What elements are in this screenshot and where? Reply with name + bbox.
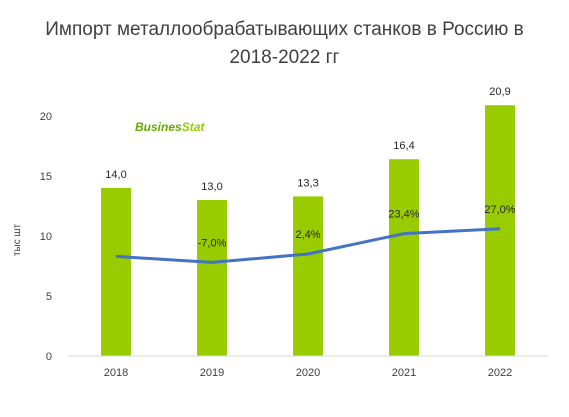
bar-value-label: 14,0	[105, 169, 126, 181]
y-axis-label: тыс шт	[12, 224, 23, 257]
growth-rate-label: 27,0%	[484, 204, 515, 216]
y-tick-label: 15	[40, 171, 52, 183]
bars	[101, 105, 515, 356]
y-tick-label: 5	[46, 291, 52, 303]
x-tick-label: 2019	[200, 367, 224, 379]
y-tick-label: 10	[40, 231, 52, 243]
bar-value-label: 13,3	[297, 177, 318, 189]
svg-text:BusinesStat: BusinesStat	[135, 120, 205, 134]
logo-text-accent: Stat	[182, 120, 206, 134]
chart-title-line-2: 2018-2022 гг	[229, 47, 340, 68]
bar	[293, 196, 323, 356]
bar	[101, 188, 131, 356]
bar-value-label: 20,9	[489, 86, 510, 98]
growth-rate-label: 2,4%	[295, 229, 320, 241]
logo-text-main: Busines	[135, 120, 182, 134]
y-axis: 0 5 10 15 20	[40, 111, 52, 363]
growth-line	[115, 227, 501, 264]
y-tick-label: 0	[46, 351, 52, 363]
growth-rate-label: 23,4%	[388, 209, 419, 221]
chart-title: Импорт металлообрабатывающих станков в Р…	[0, 16, 569, 72]
chart-title-line-1: Импорт металлообрабатывающих станков в Р…	[45, 19, 524, 40]
x-axis: 2018 2019 2020 2021 2022	[104, 367, 512, 379]
x-tick-label: 2018	[104, 367, 128, 379]
bar-value-label: 16,4	[393, 140, 414, 152]
y-tick-label: 20	[40, 111, 52, 123]
x-tick-label: 2020	[296, 367, 320, 379]
bar	[389, 159, 419, 356]
bar-labels: 14,0 13,0 13,3 16,4 20,9	[105, 86, 510, 193]
growth-line-series: -7,0% 2,4% 23,4% 27,0%	[115, 204, 516, 264]
growth-rate-label: -7,0%	[198, 237, 227, 249]
bar-value-label: 13,0	[201, 181, 222, 193]
x-tick-label: 2021	[392, 367, 416, 379]
bar	[197, 200, 227, 356]
x-tick-label: 2022	[488, 367, 512, 379]
businesstat-logo: BusinesStat	[135, 120, 205, 134]
